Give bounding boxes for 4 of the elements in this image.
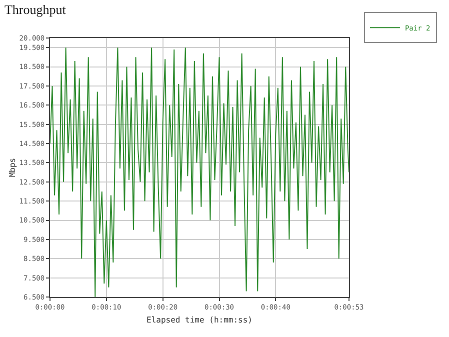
y-axis-title: Mbps <box>8 158 18 178</box>
line-series <box>50 47 349 297</box>
chart-title: Throughput <box>4 2 66 18</box>
x-axis-title: Elapsed time (h:mm:ss) <box>146 316 252 324</box>
